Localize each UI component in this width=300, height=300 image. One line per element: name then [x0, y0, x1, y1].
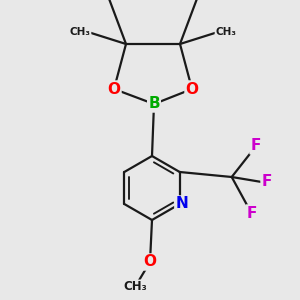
Text: O: O: [107, 82, 121, 97]
Text: F: F: [250, 139, 261, 154]
Text: O: O: [143, 254, 157, 269]
Text: CH₃: CH₃: [70, 27, 91, 37]
Text: CH₃: CH₃: [123, 280, 147, 293]
Text: N: N: [175, 196, 188, 211]
Text: F: F: [262, 175, 272, 190]
Text: F: F: [247, 206, 257, 220]
Text: CH₃: CH₃: [215, 27, 236, 37]
Text: B: B: [148, 97, 160, 112]
Text: O: O: [185, 82, 199, 97]
